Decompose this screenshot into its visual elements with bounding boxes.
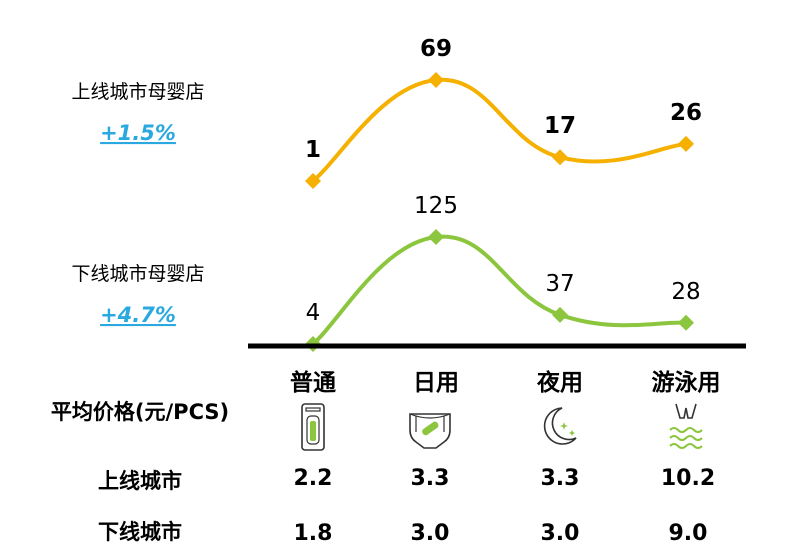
data-value-label: 125: [414, 193, 458, 219]
moon-stars-icon: [543, 407, 577, 445]
price-cell: 3.0: [541, 521, 580, 546]
series-lower-city-growth: +4.7%: [100, 303, 176, 327]
data-point-marker: [678, 135, 694, 152]
series-line-path: [311, 77, 688, 183]
swim-pants-icon: [669, 403, 703, 449]
data-value-label: 1: [305, 137, 321, 163]
data-point-marker: [305, 173, 321, 189]
series-line-path: [311, 234, 688, 346]
price-row-upper-city-label: 上线城市: [98, 469, 182, 493]
price-cell: 3.0: [411, 521, 450, 546]
price-table-cells: 2.2 3.3 3.3 10.2 1.8 3.0 3.0 9.0: [294, 466, 716, 546]
series-lower-city-line: 4 125 37 28: [305, 193, 701, 352]
category-labels: 普通 日用 夜用 游泳用: [290, 369, 721, 396]
data-point-marker: [552, 306, 568, 323]
data-value-label: 17: [544, 113, 576, 139]
price-row-lower-city-label: 下线城市: [98, 520, 182, 544]
price-cell: 1.8: [294, 521, 333, 546]
data-point-marker: [428, 72, 444, 88]
category-label: 夜用: [536, 369, 583, 396]
series-upper-city-growth: +1.5%: [100, 121, 176, 145]
data-value-label: 37: [545, 271, 574, 297]
data-point-marker: [552, 149, 568, 166]
price-table-header: 平均价格(元/PCS): [51, 400, 229, 424]
wipes-pack-icon: [301, 403, 325, 451]
price-cell: 3.3: [541, 466, 580, 491]
series-upper-city-label: 上线城市母婴店: [71, 81, 204, 103]
series-upper-city-line: 1 69 17 26: [305, 36, 702, 189]
data-point-marker: [678, 314, 694, 331]
category-label: 日用: [413, 370, 459, 396]
data-value-label: 26: [670, 100, 702, 126]
diaper-icon: [409, 413, 451, 449]
data-point-marker: [428, 229, 444, 245]
price-cell: 3.3: [411, 466, 450, 491]
price-cell: 9.0: [669, 521, 708, 546]
category-label: 普通: [290, 369, 336, 396]
data-value-label: 69: [420, 36, 452, 62]
price-cell: 2.2: [294, 466, 333, 491]
data-value-label: 28: [671, 279, 700, 305]
series-lower-city-label: 下线城市母婴店: [71, 263, 204, 285]
price-cell: 10.2: [661, 466, 715, 491]
category-label: 游泳用: [652, 369, 721, 396]
data-value-label: 4: [306, 300, 321, 326]
